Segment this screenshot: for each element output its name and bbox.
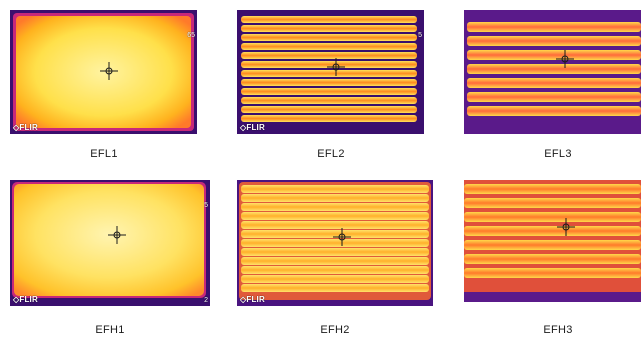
thermal-image-efl1: ◇FLIR 65 bbox=[10, 10, 197, 134]
thermal-scan-efh1 bbox=[10, 180, 210, 306]
caption-efl1: EFL1 bbox=[90, 148, 118, 160]
crosshair-icon bbox=[100, 62, 118, 80]
thermal-scan-efh2 bbox=[237, 180, 433, 306]
thermal-image-efh1: ◇FLIR 5 2 bbox=[10, 180, 210, 306]
thermal-scan-efl1 bbox=[10, 10, 197, 134]
caption-efl2: EFL2 bbox=[317, 148, 345, 160]
crosshair-icon bbox=[108, 226, 126, 244]
caption-efl3: EFL3 bbox=[544, 148, 572, 160]
thermal-image-efl2: ◇FLIR 5 bbox=[237, 10, 424, 134]
thermal-image-efh3 bbox=[464, 180, 641, 302]
caption-efh2: EFH2 bbox=[320, 324, 350, 336]
crosshair-icon bbox=[556, 50, 574, 68]
crosshair-icon bbox=[327, 58, 345, 76]
flir-logo: ◇FLIR bbox=[240, 295, 265, 304]
flir-logo: ◇FLIR bbox=[240, 123, 265, 132]
thermal-scan-efh3 bbox=[464, 180, 641, 302]
thermal-image-efh2: ◇FLIR bbox=[237, 180, 433, 306]
crosshair-icon bbox=[557, 218, 575, 236]
flir-logo: ◇FLIR bbox=[13, 123, 38, 132]
crosshair-icon bbox=[333, 228, 351, 246]
thermal-image-efl3 bbox=[464, 10, 641, 134]
scale-top-value: 5 bbox=[204, 202, 208, 209]
caption-efh1: EFH1 bbox=[95, 324, 125, 336]
flir-logo: ◇FLIR bbox=[13, 295, 38, 304]
thermal-scan-efl2 bbox=[237, 10, 424, 134]
scale-top-value: 65 bbox=[187, 32, 195, 39]
thermal-scan-efl3 bbox=[464, 10, 641, 134]
scale-bottom-value: 2 bbox=[204, 297, 208, 304]
caption-efh3: EFH3 bbox=[543, 324, 573, 336]
scale-top-value: 5 bbox=[418, 32, 422, 39]
